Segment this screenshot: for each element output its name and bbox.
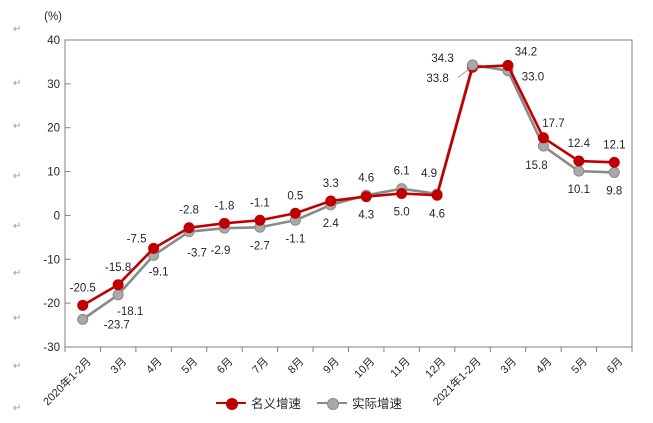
svg-text:6月: 6月: [605, 356, 626, 377]
return-mark-icon: ↵: [13, 221, 22, 232]
return-mark-icon: ↵: [13, 313, 22, 324]
return-mark-icon: ↵: [13, 24, 22, 35]
svg-text:15.8: 15.8: [525, 160, 547, 172]
svg-text:4.6: 4.6: [429, 208, 445, 220]
svg-text:0: 0: [54, 210, 60, 222]
x-axis: [64, 347, 633, 352]
svg-text:3.3: 3.3: [323, 178, 339, 190]
svg-text:4.3: 4.3: [358, 210, 374, 222]
legend-item-nominal: 名义增速: [216, 393, 301, 412]
svg-text:-7.5: -7.5: [127, 233, 147, 245]
svg-text:-20: -20: [43, 298, 60, 310]
svg-text:11月: 11月: [388, 356, 412, 380]
svg-text:-15.8: -15.8: [105, 262, 131, 274]
svg-text:10.1: 10.1: [568, 184, 590, 196]
return-mark-icon: ↵: [13, 171, 22, 182]
series-nominal: [77, 59, 620, 311]
svg-text:4月: 4月: [534, 356, 555, 377]
nominal-series-marker-icon: [216, 397, 246, 410]
svg-text:12月: 12月: [423, 356, 448, 381]
svg-text:8月: 8月: [286, 356, 307, 377]
return-mark-icon: ↵: [13, 361, 22, 372]
svg-text:10: 10: [47, 167, 60, 179]
svg-text:2020年1-2月: 2020年1-2月: [40, 354, 94, 408]
svg-text:-20.5: -20.5: [70, 282, 96, 294]
svg-text:-10: -10: [43, 254, 60, 266]
svg-text:-2.8: -2.8: [179, 205, 199, 217]
svg-text:20: 20: [47, 123, 60, 135]
svg-text:-9.1: -9.1: [149, 266, 169, 278]
svg-text:4.6: 4.6: [358, 172, 374, 184]
svg-text:4月: 4月: [144, 356, 165, 377]
svg-text:-30: -30: [43, 342, 60, 354]
svg-text:5.0: 5.0: [394, 207, 410, 219]
svg-text:3月: 3月: [109, 356, 130, 377]
legend-label-nominal: 名义增速: [251, 397, 302, 411]
svg-text:-2.9: -2.9: [211, 245, 231, 257]
real-series-point-overlay: [467, 59, 479, 71]
svg-text:6.1: 6.1: [394, 166, 410, 178]
svg-text:-23.7: -23.7: [104, 319, 130, 331]
svg-text:-1.8: -1.8: [215, 200, 235, 212]
svg-text:9.8: 9.8: [606, 185, 622, 197]
svg-text:33.8: 33.8: [426, 73, 448, 85]
label-leader-line: [457, 68, 471, 78]
svg-text:7月: 7月: [250, 356, 271, 377]
svg-text:0.5: 0.5: [287, 190, 303, 202]
return-mark-icon: ↵: [13, 403, 22, 414]
svg-text:5月: 5月: [180, 356, 201, 377]
return-mark-icon: ↵: [13, 268, 22, 279]
svg-text:-1.1: -1.1: [285, 233, 305, 245]
svg-text:4.9: 4.9: [421, 168, 437, 180]
return-mark-icon: ↵: [13, 121, 22, 132]
svg-text:2.4: 2.4: [323, 218, 340, 230]
svg-text:34.3: 34.3: [431, 53, 453, 65]
svg-text:30: 30: [47, 79, 60, 91]
svg-text:33.0: 33.0: [522, 72, 544, 84]
return-mark-icon: ↵: [13, 78, 22, 89]
svg-text:17.7: 17.7: [542, 118, 564, 130]
real-series-marker-icon: [317, 397, 348, 410]
svg-text:-18.1: -18.1: [117, 306, 143, 318]
y-axis: 40 30 20 10 0 -10 -20 -30: [43, 35, 71, 354]
svg-text:34.2: 34.2: [515, 46, 537, 58]
svg-text:40: 40: [47, 35, 60, 47]
svg-text:6月: 6月: [215, 356, 236, 377]
legend-item-real: 实际增速: [317, 393, 402, 412]
svg-text:-1.1: -1.1: [250, 197, 270, 209]
chart-legend: 名义增速 实际增速: [216, 393, 402, 412]
legend-label-real: 实际增速: [352, 397, 403, 411]
svg-text:10月: 10月: [352, 356, 377, 381]
svg-text:12.1: 12.1: [603, 139, 625, 151]
plot-border: [64, 39, 633, 348]
svg-text:9月: 9月: [321, 356, 342, 377]
svg-text:5月: 5月: [569, 356, 590, 377]
svg-text:-3.7: -3.7: [187, 248, 207, 260]
y-axis-unit-label: (%): [44, 11, 62, 23]
svg-text:-2.7: -2.7: [250, 240, 270, 252]
series-real: [77, 59, 620, 325]
svg-text:3月: 3月: [498, 356, 519, 377]
svg-text:12.4: 12.4: [568, 138, 591, 150]
data-labels: -20.5 -23.7 -15.8 -18.1 -7.5 -9.1 -2.8 -3.7 -1.8…: [70, 46, 626, 331]
